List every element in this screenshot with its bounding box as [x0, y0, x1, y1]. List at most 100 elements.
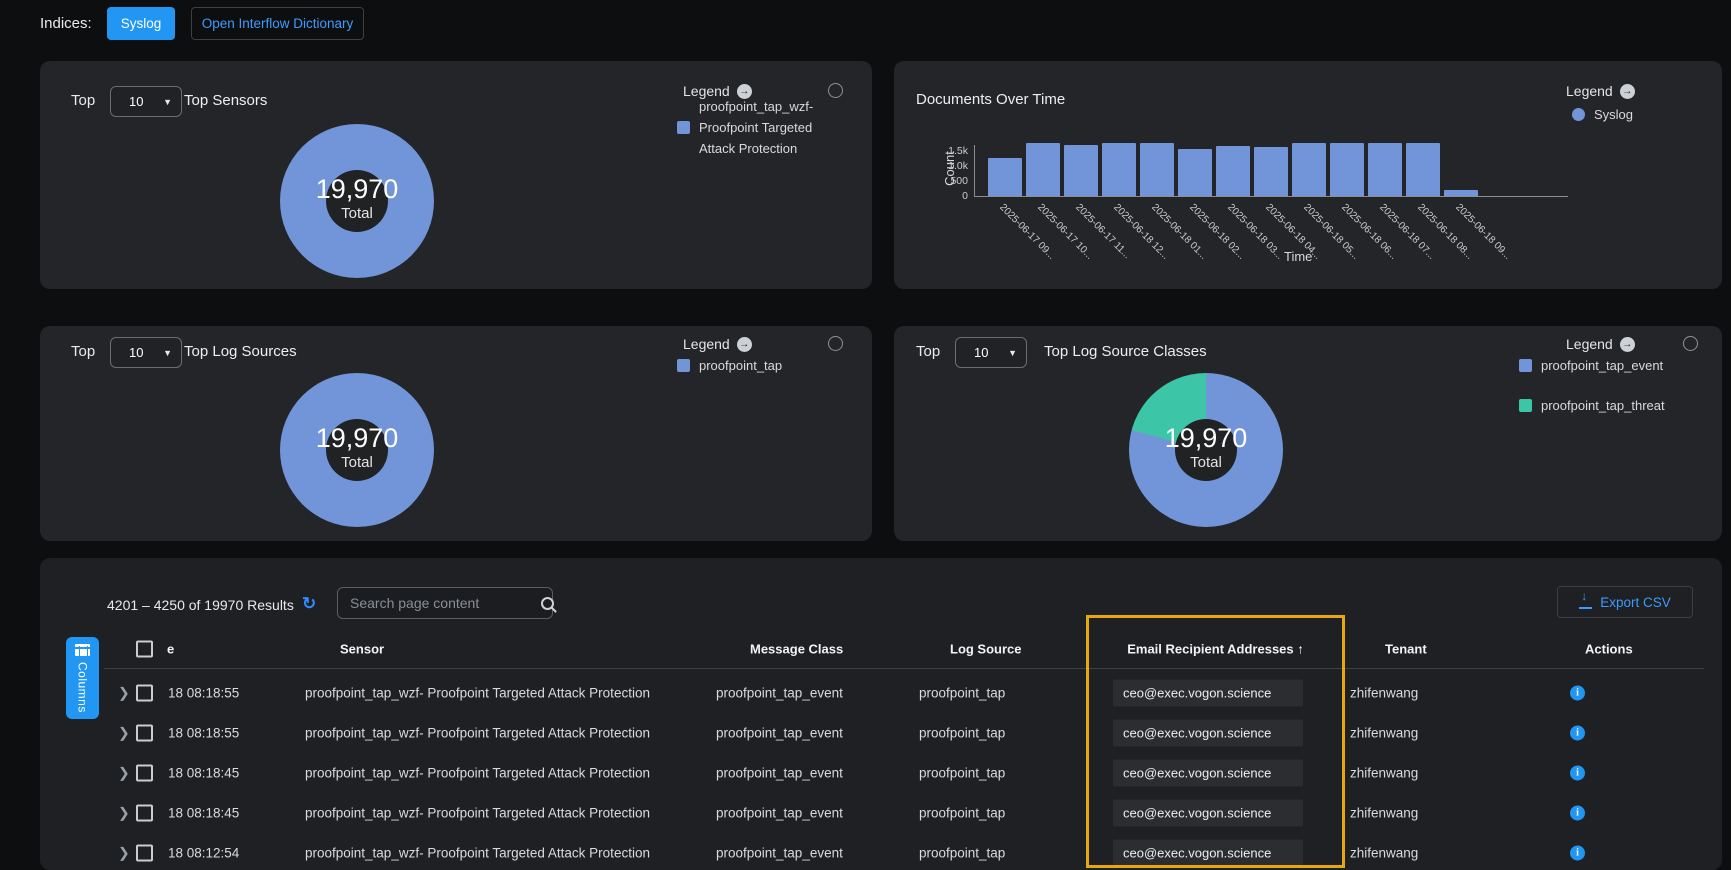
table-row[interactable]: ❯ 18 08:18:55 proofpoint_tap_wzf- Proofp…	[40, 713, 1722, 753]
search-icon[interactable]	[541, 597, 554, 610]
panel-title: Top Log Sources	[184, 343, 297, 360]
legend-label: Legend	[1566, 336, 1613, 352]
open-interflow-dictionary-button[interactable]: Open Interflow Dictionary	[191, 7, 364, 40]
cell-email[interactable]: ceo@exec.vogon.science	[1113, 680, 1303, 707]
cell-time: 18 08:18:45	[168, 806, 239, 821]
bar	[1254, 147, 1288, 196]
bar	[1406, 143, 1440, 196]
legend-collapse-radio[interactable]	[828, 336, 843, 351]
bar	[1064, 145, 1098, 196]
row-checkbox[interactable]	[136, 725, 153, 742]
dashboard-root: Indices: Syslog Open Interflow Dictionar…	[0, 0, 1731, 870]
expand-row-icon[interactable]: ❯	[118, 765, 130, 782]
bar	[1178, 149, 1212, 196]
cell-time: 18 08:18:45	[168, 766, 239, 781]
bar	[1444, 190, 1478, 196]
row-checkbox[interactable]	[136, 765, 153, 782]
y-axis-line	[974, 145, 975, 197]
col-header-sensor[interactable]: Sensor	[340, 642, 384, 657]
donut-center-text: 19,970 Total	[1129, 423, 1283, 473]
table-row[interactable]: ❯ 18 08:18:45 proofpoint_tap_wzf- Proofp…	[40, 793, 1722, 833]
top-n-value: 10	[129, 94, 143, 109]
expand-row-icon[interactable]: ❯	[118, 845, 130, 862]
panel-title: Documents Over Time	[916, 91, 1065, 108]
cell-tenant: zhifenwang	[1350, 846, 1418, 861]
row-checkbox[interactable]	[136, 805, 153, 822]
legend-label: Legend	[683, 336, 730, 352]
info-icon[interactable]: i	[1570, 806, 1585, 821]
top-label: Top	[916, 343, 940, 360]
cell-email[interactable]: ceo@exec.vogon.science	[1113, 720, 1303, 747]
syslog-index-button[interactable]: Syslog	[107, 7, 175, 40]
cell-time: 18 08:18:55	[168, 686, 239, 701]
legend-header[interactable]: Legend →	[683, 336, 752, 352]
cell-message-class: proofpoint_tap_event	[716, 806, 843, 821]
y-tick: 0	[938, 190, 968, 202]
legend-label: Legend	[1566, 83, 1613, 99]
legend-item-label: proofpoint_tap	[699, 358, 782, 373]
legend-item-label: proofpoint_tap_wzf- Proofpoint Targeted …	[699, 96, 844, 159]
info-icon[interactable]: i	[1570, 686, 1585, 701]
cell-email[interactable]: ceo@exec.vogon.science	[1113, 760, 1303, 787]
col-header-tenant[interactable]: Tenant	[1385, 642, 1427, 657]
row-checkbox[interactable]	[136, 685, 153, 702]
bar	[1292, 143, 1326, 196]
top-n-select[interactable]: 10 ▼	[955, 337, 1027, 368]
table-row[interactable]: ❯ 18 08:12:54 proofpoint_tap_wzf- Proofp…	[40, 833, 1722, 870]
info-icon[interactable]: i	[1570, 726, 1585, 741]
cell-email[interactable]: ceo@exec.vogon.science	[1113, 840, 1303, 867]
export-csv-button[interactable]: Export CSV	[1557, 586, 1693, 618]
legend-item-label: Syslog	[1594, 107, 1633, 122]
legend-item[interactable]: proofpoint_tap	[677, 358, 782, 373]
results-table-panel: 4201 – 4250 of 19970 Results ↻ Export CS…	[40, 558, 1722, 870]
legend-expand-icon[interactable]: →	[1620, 84, 1635, 99]
cell-message-class: proofpoint_tap_event	[716, 846, 843, 861]
legend-item[interactable]: proofpoint_tap_threat	[1519, 398, 1665, 413]
top-log-source-classes-panel: Top 10 ▼ Top Log Source Classes Legend →…	[894, 326, 1722, 541]
col-header-email[interactable]: Email Recipient Addresses ↑	[1086, 642, 1345, 657]
col-header-log-source[interactable]: Log Source	[950, 642, 1022, 657]
row-checkbox[interactable]	[136, 845, 153, 862]
col-header-time[interactable]: e	[167, 642, 174, 657]
expand-row-icon[interactable]: ❯	[118, 725, 130, 742]
bar	[1140, 143, 1174, 196]
bar	[988, 158, 1022, 196]
legend-item[interactable]: Syslog	[1572, 107, 1633, 122]
legend-expand-icon[interactable]: →	[737, 337, 752, 352]
legend-item[interactable]: proofpoint_tap_event	[1519, 358, 1663, 373]
sort-ascending-icon[interactable]: ↑	[1297, 642, 1304, 657]
info-icon[interactable]: i	[1570, 766, 1585, 781]
cell-sensor: proofpoint_tap_wzf- Proofpoint Targeted …	[305, 726, 650, 741]
cell-log-source: proofpoint_tap	[919, 846, 1005, 861]
legend-header[interactable]: Legend →	[1566, 83, 1635, 99]
top-n-select[interactable]: 10 ▼	[110, 86, 182, 117]
table-row[interactable]: ❯ 18 08:18:45 proofpoint_tap_wzf- Proofp…	[40, 753, 1722, 793]
legend-expand-icon[interactable]: →	[1620, 337, 1635, 352]
donut-center-text: 19,970 Total	[280, 174, 434, 224]
donut-total-label: Total	[1129, 453, 1283, 473]
search-box[interactable]	[337, 587, 553, 619]
info-icon[interactable]: i	[1570, 846, 1585, 861]
search-input[interactable]	[348, 594, 533, 612]
top-n-select[interactable]: 10 ▼	[110, 337, 182, 368]
chevron-down-icon: ▼	[163, 348, 172, 358]
cell-email[interactable]: ceo@exec.vogon.science	[1113, 800, 1303, 827]
legend-header[interactable]: Legend →	[1566, 336, 1635, 352]
expand-row-icon[interactable]: ❯	[118, 685, 130, 702]
legend-collapse-radio[interactable]	[1683, 336, 1698, 351]
col-header-actions: Actions	[1585, 642, 1633, 657]
refresh-icon[interactable]: ↻	[302, 594, 316, 614]
expand-row-icon[interactable]: ❯	[118, 805, 130, 822]
y-tick: 1.0k	[938, 160, 968, 172]
cell-time: 18 08:18:55	[168, 726, 239, 741]
cell-message-class: proofpoint_tap_event	[716, 686, 843, 701]
top-log-sources-panel: Top 10 ▼ Top Log Sources Legend → proofp…	[40, 326, 872, 541]
legend-swatch	[1519, 399, 1532, 412]
bar	[1330, 143, 1364, 196]
legend-item[interactable]: proofpoint_tap_wzf- Proofpoint Targeted …	[677, 96, 852, 159]
select-all-checkbox[interactable]	[136, 641, 153, 658]
table-row[interactable]: ❯ 18 08:18:55 proofpoint_tap_wzf- Proofp…	[40, 673, 1722, 713]
bars[interactable]	[988, 140, 1482, 196]
col-header-message-class[interactable]: Message Class	[750, 642, 843, 657]
cell-time: 18 08:12:54	[168, 846, 239, 861]
